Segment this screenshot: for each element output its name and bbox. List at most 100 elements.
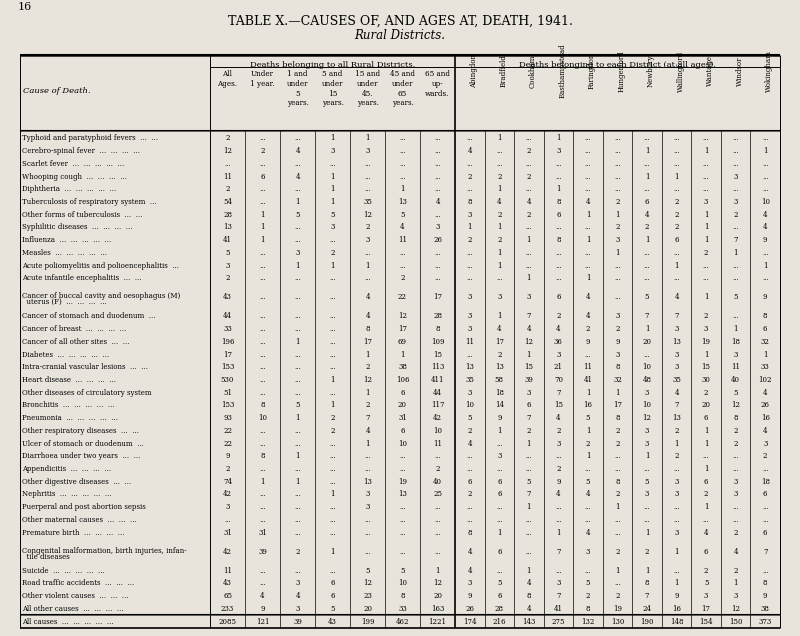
Text: 9: 9 bbox=[763, 236, 767, 244]
Text: 9: 9 bbox=[615, 338, 620, 346]
Text: 74: 74 bbox=[223, 478, 232, 486]
Text: 19: 19 bbox=[702, 338, 710, 346]
Text: ...: ... bbox=[294, 529, 301, 537]
Text: 2: 2 bbox=[704, 490, 708, 499]
Text: 5: 5 bbox=[497, 579, 502, 588]
Text: ...: ... bbox=[364, 160, 371, 168]
Text: Faringdon: Faringdon bbox=[588, 53, 596, 89]
Text: 12: 12 bbox=[398, 312, 407, 321]
Text: ...: ... bbox=[259, 465, 266, 473]
Text: 9: 9 bbox=[763, 592, 767, 600]
Text: Cancer of stomach and duodenum  ...: Cancer of stomach and duodenum ... bbox=[22, 312, 155, 321]
Text: 3: 3 bbox=[734, 172, 738, 181]
Text: 5: 5 bbox=[400, 567, 405, 575]
Text: ...: ... bbox=[762, 249, 769, 257]
Text: Other forms of tuberculosis  ...  ...: Other forms of tuberculosis ... ... bbox=[22, 211, 142, 219]
Text: 20: 20 bbox=[702, 401, 710, 410]
Text: 2: 2 bbox=[226, 185, 230, 193]
Text: ...: ... bbox=[259, 325, 266, 333]
Text: 4: 4 bbox=[467, 439, 472, 448]
Text: 2: 2 bbox=[497, 350, 502, 359]
Text: ...: ... bbox=[585, 350, 591, 359]
Text: 42: 42 bbox=[433, 414, 442, 422]
Text: 1: 1 bbox=[526, 567, 531, 575]
Text: 4: 4 bbox=[497, 325, 502, 333]
Text: 28: 28 bbox=[433, 312, 442, 321]
Text: 2: 2 bbox=[330, 249, 334, 257]
Text: ...: ... bbox=[526, 516, 532, 524]
Text: Intra-cranial vascular lesions  ...  ...: Intra-cranial vascular lesions ... ... bbox=[22, 363, 148, 371]
Text: ...: ... bbox=[294, 325, 301, 333]
Text: 3: 3 bbox=[674, 490, 678, 499]
Text: ...: ... bbox=[259, 198, 266, 206]
Text: ...: ... bbox=[294, 312, 301, 321]
Text: ...: ... bbox=[294, 439, 301, 448]
Text: ...: ... bbox=[526, 261, 532, 270]
Text: ...: ... bbox=[399, 172, 406, 181]
Text: 32: 32 bbox=[613, 376, 622, 384]
Text: 1: 1 bbox=[497, 312, 502, 321]
Text: ...: ... bbox=[702, 516, 710, 524]
Text: 1221: 1221 bbox=[429, 618, 446, 626]
Text: ...: ... bbox=[329, 363, 336, 371]
Text: 11: 11 bbox=[223, 172, 232, 181]
Text: 11: 11 bbox=[223, 567, 232, 575]
Text: 1: 1 bbox=[497, 249, 502, 257]
Text: 11: 11 bbox=[433, 439, 442, 448]
Text: 4: 4 bbox=[497, 198, 502, 206]
Text: ...: ... bbox=[259, 312, 266, 321]
Text: 13: 13 bbox=[398, 198, 407, 206]
Text: All other causes  ...  ...  ...  ...: All other causes ... ... ... ... bbox=[22, 605, 124, 613]
Text: 44: 44 bbox=[223, 312, 232, 321]
Text: 6: 6 bbox=[497, 548, 502, 556]
Text: ...: ... bbox=[585, 223, 591, 232]
Text: 1: 1 bbox=[586, 452, 590, 460]
Text: 3: 3 bbox=[366, 147, 370, 155]
Text: ...: ... bbox=[555, 503, 562, 511]
Text: 10: 10 bbox=[642, 363, 651, 371]
Text: ...: ... bbox=[674, 147, 680, 155]
Text: 18: 18 bbox=[761, 478, 770, 486]
Text: ...: ... bbox=[585, 160, 591, 168]
Text: 3: 3 bbox=[704, 198, 708, 206]
Text: Diphtheria  ...  ...  ...  ...  ...: Diphtheria ... ... ... ... ... bbox=[22, 185, 116, 193]
Text: ...: ... bbox=[674, 249, 680, 257]
Text: ...: ... bbox=[364, 274, 371, 282]
Text: 19: 19 bbox=[613, 605, 622, 613]
Text: 6: 6 bbox=[497, 592, 502, 600]
Text: 2: 2 bbox=[674, 223, 679, 232]
Text: 153: 153 bbox=[221, 363, 234, 371]
Text: ...: ... bbox=[555, 516, 562, 524]
Text: ...: ... bbox=[644, 350, 650, 359]
Text: 6: 6 bbox=[674, 236, 679, 244]
Text: ...: ... bbox=[434, 548, 441, 556]
Text: ...: ... bbox=[466, 134, 473, 142]
Text: 10: 10 bbox=[433, 427, 442, 435]
Text: Other respiratory diseases  ...  ...: Other respiratory diseases ... ... bbox=[22, 427, 139, 435]
Text: 13: 13 bbox=[223, 223, 232, 232]
Text: 106: 106 bbox=[396, 376, 410, 384]
Text: 3: 3 bbox=[226, 261, 230, 270]
Text: 4: 4 bbox=[467, 567, 472, 575]
Text: Cerebro-spinal fever  ...  ...  ...  ...: Cerebro-spinal fever ... ... ... ... bbox=[22, 147, 140, 155]
Text: ...: ... bbox=[329, 439, 336, 448]
Text: ...: ... bbox=[259, 274, 266, 282]
Text: ...: ... bbox=[702, 452, 710, 460]
Text: 35: 35 bbox=[363, 198, 372, 206]
Text: 17: 17 bbox=[363, 338, 372, 346]
Text: 1: 1 bbox=[734, 249, 738, 257]
Text: 3: 3 bbox=[295, 579, 300, 588]
Text: 8: 8 bbox=[260, 452, 265, 460]
Text: ...: ... bbox=[294, 223, 301, 232]
Text: ...: ... bbox=[434, 160, 441, 168]
Text: All
Ages.: All Ages. bbox=[218, 70, 238, 88]
Text: 2: 2 bbox=[400, 274, 405, 282]
Text: 462: 462 bbox=[396, 618, 410, 626]
Text: 26: 26 bbox=[761, 401, 770, 410]
Text: 2: 2 bbox=[497, 172, 502, 181]
Text: 1: 1 bbox=[704, 147, 708, 155]
Text: ...: ... bbox=[702, 185, 710, 193]
Text: 11: 11 bbox=[731, 363, 740, 371]
Text: ...: ... bbox=[434, 172, 441, 181]
Text: ...: ... bbox=[294, 465, 301, 473]
